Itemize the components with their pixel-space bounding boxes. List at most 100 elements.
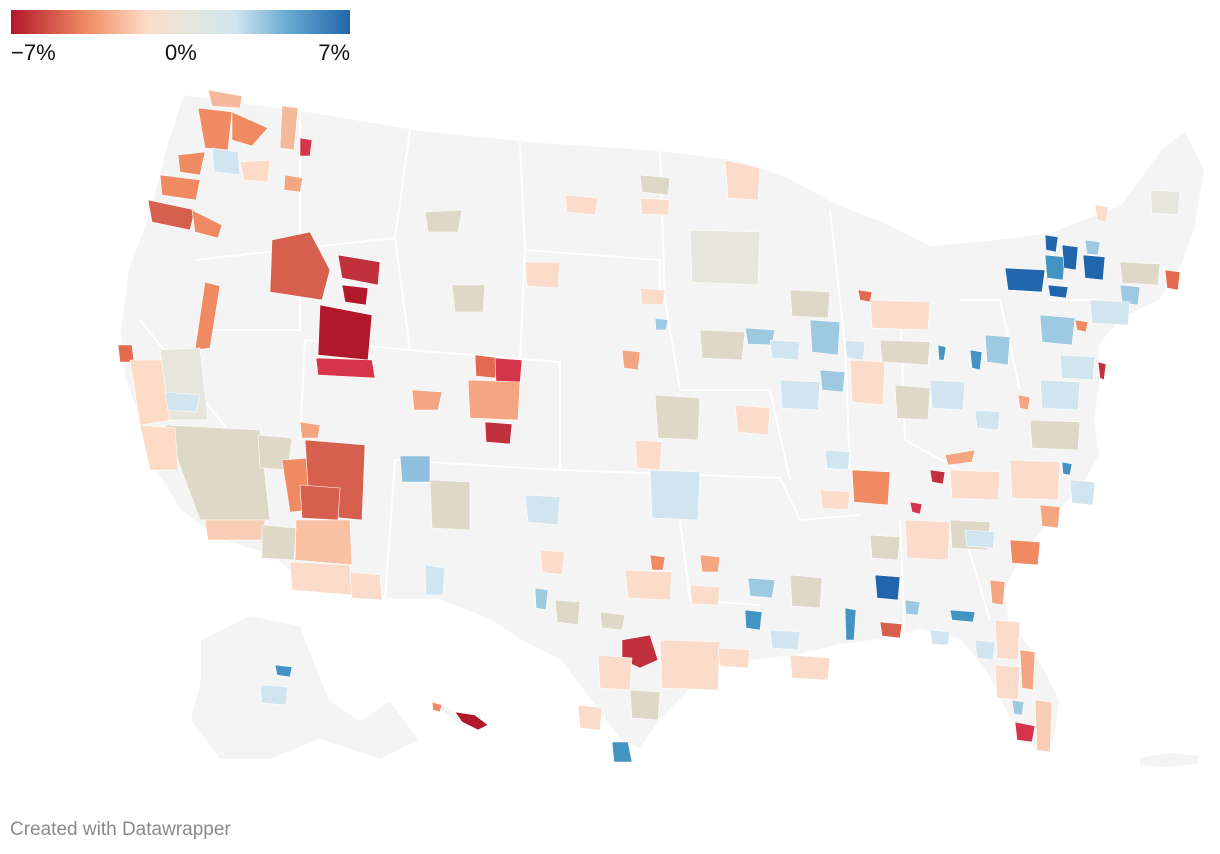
metro-area (659, 639, 721, 691)
metro-area (904, 599, 921, 616)
metro-area (1084, 239, 1101, 256)
metro-area (431, 701, 443, 713)
metro-area (789, 654, 831, 681)
metro-area (159, 174, 201, 201)
metro-area (611, 741, 633, 763)
metro-area (894, 384, 931, 421)
metro-area (699, 554, 721, 573)
metro-area (1019, 649, 1036, 691)
credit-footer[interactable]: Created with Datawrapper (10, 819, 231, 840)
metro-area (524, 494, 561, 526)
metro-area (904, 519, 951, 561)
metro-area (1047, 284, 1069, 299)
metro-area (274, 664, 293, 678)
metro-areas (117, 89, 1181, 763)
metro-area (639, 287, 666, 306)
metro-area (315, 357, 376, 379)
metro-area (1149, 189, 1181, 216)
metro-area (624, 569, 673, 601)
metro-area (269, 231, 331, 301)
metro-area (1029, 419, 1081, 451)
metro-area (699, 329, 746, 361)
metro-area (1039, 314, 1076, 346)
metro-area (649, 554, 666, 571)
metro-area (411, 389, 443, 411)
metro-area (454, 711, 489, 731)
metro-area (1009, 539, 1041, 566)
metro-area (289, 561, 353, 596)
metro-area (261, 524, 297, 561)
metro-area (929, 379, 966, 411)
metro-area (1034, 699, 1053, 753)
metro-area (1164, 269, 1181, 291)
metro-area (621, 349, 641, 371)
metro-area (194, 281, 221, 351)
metro-area (283, 174, 304, 193)
metro-area (724, 159, 761, 201)
metro-area (1014, 721, 1036, 743)
metro-area (1044, 234, 1059, 253)
metro-area (451, 284, 486, 313)
metro-area (1017, 394, 1031, 411)
legend-mid-label: 0% (165, 40, 197, 65)
metro-area (139, 424, 179, 471)
metro-area (1059, 354, 1096, 381)
metro-area (564, 194, 599, 216)
metro-area (1011, 699, 1025, 716)
metro-area (1039, 504, 1061, 529)
metro-area (317, 304, 373, 361)
metro-area (747, 577, 776, 599)
metro-area (1004, 267, 1046, 293)
metro-area (474, 354, 501, 379)
metro-area (1119, 284, 1141, 306)
metro-area (177, 151, 206, 176)
metro-area (299, 421, 321, 439)
metro-area (239, 159, 271, 183)
metro-area (164, 424, 271, 521)
metro-area (1061, 244, 1079, 271)
metro-area (844, 339, 866, 361)
metro-area (639, 174, 671, 196)
metro-area (824, 449, 851, 471)
metro-area (424, 209, 463, 233)
metro-area (869, 534, 901, 561)
metro-area (879, 621, 903, 639)
metro-area (534, 587, 549, 611)
metro-area (734, 404, 771, 436)
metro-area (467, 379, 521, 421)
metro-area (294, 519, 353, 566)
metro-area (989, 579, 1006, 606)
metro-area (874, 574, 901, 601)
metro-area (879, 339, 931, 366)
metro-area (937, 344, 947, 361)
metro-area (1069, 479, 1096, 506)
metro-area (974, 409, 1001, 431)
metro-area (629, 689, 661, 721)
metro-area (539, 549, 566, 576)
metro-area (779, 379, 821, 411)
metro-area (1119, 261, 1161, 286)
metro-area (597, 654, 633, 691)
metro-area (964, 529, 996, 549)
metro-area (349, 571, 383, 601)
metro-area (197, 107, 233, 151)
metro-area (341, 284, 369, 306)
metro-area (1097, 361, 1107, 381)
metro-area (929, 629, 951, 646)
metro-area (1089, 299, 1131, 326)
metro-area (1082, 254, 1106, 281)
metro-area (909, 501, 923, 515)
metro-area (191, 209, 223, 239)
metro-area (929, 469, 946, 485)
metro-area (844, 607, 857, 641)
metro-area (299, 137, 313, 157)
metro-area (949, 609, 976, 623)
metro-area (851, 469, 891, 506)
metro-area (944, 449, 976, 466)
metro-area (231, 111, 269, 147)
metro-area (654, 394, 701, 441)
color-legend: −7% 0% 7% (11, 10, 350, 65)
metro-area (299, 484, 341, 521)
metro-area (869, 299, 931, 331)
